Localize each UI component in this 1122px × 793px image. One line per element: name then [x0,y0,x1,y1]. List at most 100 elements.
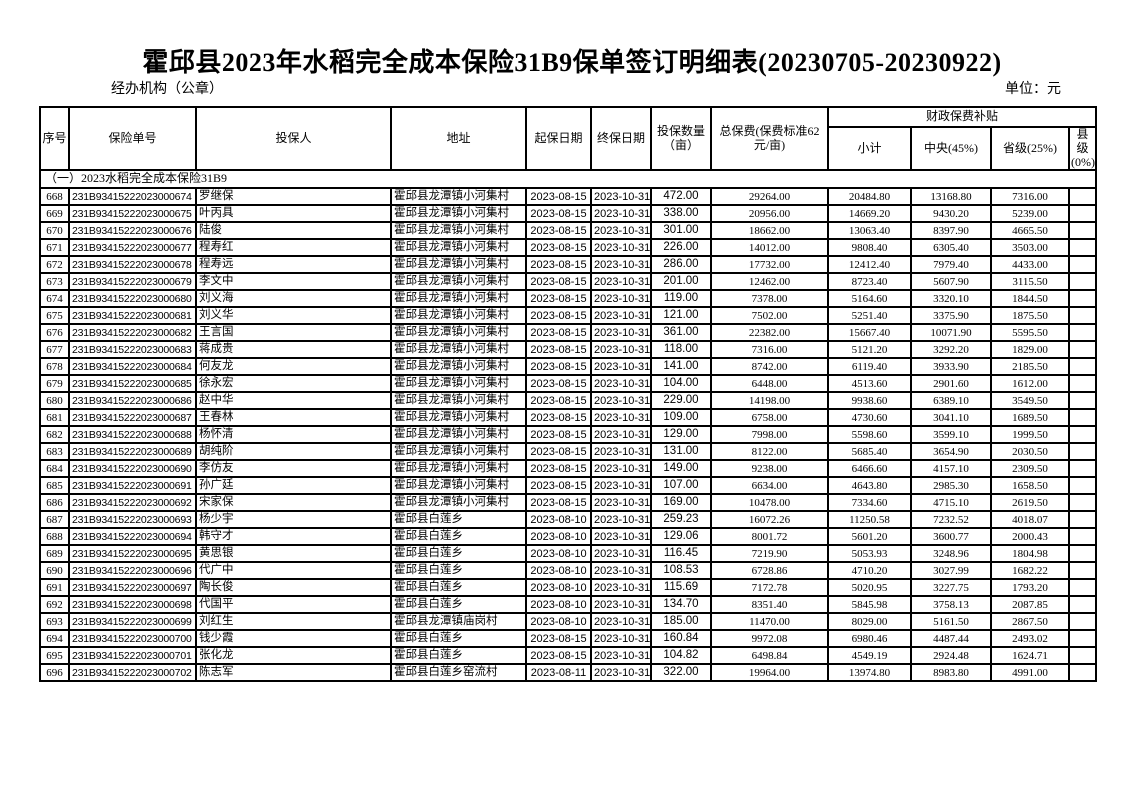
cell-address: 霍邱县白莲乡 [390,510,527,530]
cell-insured-name: 杨少宇 [195,510,392,530]
cell-quantity: 472.00 [650,187,712,207]
cell-provincial-subsidy: 4433.00 [990,255,1070,275]
cell-insured-name: 韩守才 [195,527,392,547]
cell-central-subsidy: 6389.10 [910,391,992,411]
cell-insured-name: 钱少霞 [195,629,392,649]
col-header-policy-no: 保险单号 [68,105,197,172]
cell-seq-no: 684 [39,459,70,479]
cell-address: 霍邱县白莲乡窑流村 [390,663,527,683]
cell-quantity: 109.00 [650,408,712,428]
cell-central-subsidy: 2901.60 [910,374,992,394]
cell-central-subsidy: 3758.13 [910,595,992,615]
cell-quantity: 115.69 [650,578,712,598]
cell-central-subsidy: 3654.90 [910,442,992,462]
cell-end-date: 2023-10-31 [590,272,652,292]
col-header-insured: 投保人 [195,105,392,172]
cell-start-date: 2023-08-15 [525,289,592,309]
cell-central-subsidy: 2985.30 [910,476,992,496]
cell-end-date: 2023-10-31 [590,238,652,258]
table-row: 672 231B93415222023000678 程寿远 霍邱县龙潭镇小河集村… [39,255,1098,275]
cell-policy-no: 231B93415222023000702 [68,663,197,683]
cell-central-subsidy: 3600.77 [910,527,992,547]
cell-central-subsidy: 5607.90 [910,272,992,292]
cell-start-date: 2023-08-15 [525,374,592,394]
cell-policy-no: 231B93415222023000677 [68,238,197,258]
table-row: 687 231B93415222023000693 杨少宇 霍邱县白莲乡 202… [39,510,1098,530]
cell-seq-no: 678 [39,357,70,377]
cell-total-premium: 7378.00 [710,289,829,309]
table-row: 668 231B93415222023000674 罗继保 霍邱县龙潭镇小河集村… [39,187,1098,207]
cell-address: 霍邱县白莲乡 [390,646,527,666]
cell-provincial-subsidy: 2619.50 [990,493,1070,513]
cell-insured-name: 罗继保 [195,187,392,207]
cell-subsidy-subtotal: 5020.95 [827,578,912,598]
cell-total-premium: 16072.26 [710,510,829,530]
cell-address: 霍邱县龙潭镇小河集村 [390,306,527,326]
cell-end-date: 2023-10-31 [590,629,652,649]
cell-insured-name: 叶丙具 [195,204,392,224]
cell-seq-no: 686 [39,493,70,513]
cell-policy-no: 231B93415222023000696 [68,561,197,581]
cell-total-premium: 9972.08 [710,629,829,649]
table-row: 686 231B93415222023000692 宋家保 霍邱县龙潭镇小河集村… [39,493,1098,513]
cell-subsidy-subtotal: 13974.80 [827,663,912,683]
cell-insured-name: 李仿友 [195,459,392,479]
table-row: 670 231B93415222023000676 陆俊 霍邱县龙潭镇小河集村 … [39,221,1098,241]
cell-central-subsidy: 8983.80 [910,663,992,683]
cell-county-subsidy [1067,391,1098,411]
cell-seq-no: 681 [39,408,70,428]
cell-subsidy-subtotal: 7334.60 [827,493,912,513]
cell-total-premium: 8122.00 [710,442,829,462]
cell-central-subsidy: 3227.75 [910,578,992,598]
cell-quantity: 131.00 [650,442,712,462]
cell-county-subsidy [1067,629,1098,649]
cell-address: 霍邱县龙潭镇小河集村 [390,340,527,360]
cell-subsidy-subtotal: 5685.40 [827,442,912,462]
cell-total-premium: 19964.00 [710,663,829,683]
table-row: 685 231B93415222023000691 孙广廷 霍邱县龙潭镇小河集村… [39,476,1098,496]
cell-subsidy-subtotal: 5251.40 [827,306,912,326]
cell-provincial-subsidy: 1793.20 [990,578,1070,598]
cell-subsidy-subtotal: 6466.60 [827,459,912,479]
cell-seq-no: 680 [39,391,70,411]
cell-end-date: 2023-10-31 [590,374,652,394]
cell-address: 霍邱县白莲乡 [390,629,527,649]
cell-insured-name: 代国平 [195,595,392,615]
cell-policy-no: 231B93415222023000675 [68,204,197,224]
col-header-address: 地址 [390,105,527,172]
cell-subsidy-subtotal: 4730.60 [827,408,912,428]
cell-county-subsidy [1067,289,1098,309]
cell-address: 霍邱县龙潭镇小河集村 [390,391,527,411]
cell-end-date: 2023-10-31 [590,476,652,496]
cell-address: 霍邱县龙潭镇小河集村 [390,272,527,292]
col-header-start-date: 起保日期 [525,105,592,172]
section-label: （一）2023水稻完全成本保险31B9 [38,169,1098,190]
cell-seq-no: 687 [39,510,70,530]
cell-county-subsidy [1067,204,1098,224]
cell-seq-no: 692 [39,595,70,615]
cell-seq-no: 668 [39,187,70,207]
cell-county-subsidy [1067,527,1098,547]
table-header: 序号 保险单号 投保人 地址 起保日期 终保日期 投保数量（亩） 总保费(保费标… [39,105,1098,172]
cell-total-premium: 14012.00 [710,238,829,258]
cell-total-premium: 7172.78 [710,578,829,598]
table-row: 681 231B93415222023000687 王春林 霍邱县龙潭镇小河集村… [39,408,1098,428]
cell-provincial-subsidy: 1689.50 [990,408,1070,428]
cell-start-date: 2023-08-15 [525,493,592,513]
cell-policy-no: 231B93415222023000690 [68,459,197,479]
cell-address: 霍邱县龙潭镇小河集村 [390,374,527,394]
cell-county-subsidy [1067,221,1098,241]
cell-start-date: 2023-08-15 [525,323,592,343]
cell-start-date: 2023-08-15 [525,357,592,377]
cell-insured-name: 何友龙 [195,357,392,377]
cell-subsidy-subtotal: 6980.46 [827,629,912,649]
cell-end-date: 2023-10-31 [590,408,652,428]
cell-county-subsidy [1067,493,1098,513]
cell-start-date: 2023-08-11 [525,663,592,683]
cell-policy-no: 231B93415222023000695 [68,544,197,564]
cell-policy-no: 231B93415222023000681 [68,306,197,326]
cell-address: 霍邱县白莲乡 [390,561,527,581]
cell-quantity: 361.00 [650,323,712,343]
cell-total-premium: 11470.00 [710,612,829,632]
col-header-total-premium: 总保费(保费标准62元/亩) [710,105,829,172]
